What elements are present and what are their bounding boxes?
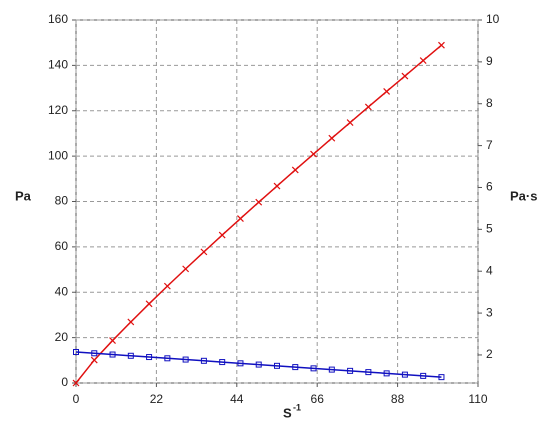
point-marker: [200, 357, 207, 364]
x-axis-title: S: [283, 405, 292, 420]
x-tick-label: 110: [468, 392, 487, 406]
y2-tick-label: 4: [486, 263, 493, 277]
x-tick-label: 22: [150, 392, 164, 406]
point-marker: [291, 166, 299, 174]
point-marker: [127, 318, 135, 326]
point-marker: [182, 356, 189, 363]
y-tick-label: 140: [48, 58, 68, 72]
point-marker: [383, 88, 391, 95]
point-marker: [438, 41, 445, 49]
point-marker: [182, 265, 190, 273]
x-tick-label: 44: [230, 392, 244, 406]
plot-frame: [75, 19, 479, 384]
y-tick-label: 0: [61, 375, 68, 389]
y2-tick-label: 10: [486, 12, 500, 26]
y-tick-label: 80: [55, 194, 69, 208]
point-marker: [364, 103, 372, 111]
point-marker: [218, 231, 226, 239]
point-marker: [328, 134, 336, 142]
y-tick-label: 60: [55, 239, 69, 253]
point-marker: [72, 379, 80, 387]
point-marker: [109, 351, 116, 358]
point-marker: [145, 300, 153, 308]
point-marker: [365, 369, 372, 376]
point-marker: [219, 359, 226, 366]
point-marker: [163, 282, 171, 290]
point-marker: [237, 215, 244, 222]
y-tick-label: 100: [48, 148, 68, 162]
point-marker: [292, 364, 299, 371]
x-axis-title-exponent: -1: [293, 402, 301, 412]
point-marker: [109, 337, 116, 344]
y2-tick-label: 5: [486, 222, 493, 236]
point-marker: [420, 372, 427, 379]
point-marker: [73, 349, 79, 356]
point-marker: [127, 352, 134, 359]
point-marker: [438, 374, 445, 381]
point-marker: [200, 248, 208, 256]
point-marker: [255, 198, 263, 206]
point-marker: [91, 350, 98, 357]
point-marker: [347, 367, 354, 374]
point-marker: [346, 119, 354, 126]
point-marker: [164, 355, 171, 362]
point-marker: [146, 354, 153, 361]
y2-axis-title: Pa·s: [510, 188, 537, 203]
point-marker: [274, 362, 280, 369]
x-tick-label: 66: [311, 392, 325, 406]
point-marker: [237, 360, 244, 367]
point-marker: [328, 366, 335, 373]
y-tick-label: 20: [55, 330, 69, 344]
y2-tick-label: 2: [486, 347, 493, 361]
y2-tick-label: 8: [486, 96, 493, 110]
point-marker: [383, 370, 390, 377]
y2-tick-label: 9: [486, 54, 493, 68]
y-axis-title: Pa: [15, 188, 32, 203]
point-marker: [310, 365, 317, 372]
point-marker: [401, 371, 408, 378]
point-marker: [401, 72, 409, 80]
y2-tick-label: 7: [486, 138, 493, 152]
y-tick-label: 160: [48, 12, 68, 26]
x-tick-label: 0: [73, 392, 80, 406]
y-tick-label: 40: [55, 284, 69, 298]
point-marker: [273, 182, 281, 190]
point-marker: [419, 57, 427, 65]
y2-tick-label: 3: [486, 305, 493, 319]
point-marker: [255, 361, 262, 368]
point-marker: [90, 356, 98, 364]
x-tick-label: 88: [391, 392, 405, 406]
y2-tick-label: 6: [486, 180, 493, 194]
series-line: [75, 351, 442, 378]
point-marker: [310, 150, 317, 158]
y-tick-label: 120: [48, 103, 68, 117]
